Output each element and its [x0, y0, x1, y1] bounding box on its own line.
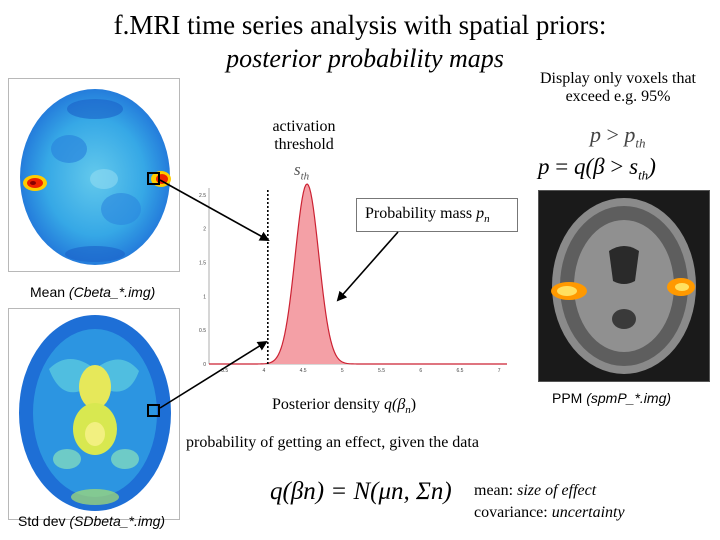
ppm-label-text: PPM: [552, 390, 587, 406]
threshold-line-1: activation: [272, 118, 336, 135]
ppm-ventricles: [609, 246, 639, 284]
mean-def-value: size of effect: [517, 482, 597, 499]
formula-q: q(: [573, 154, 594, 179]
sth-label: sth: [294, 160, 309, 182]
mean-label: Mean (Cbeta_*.img): [30, 284, 155, 300]
formula-th: th: [635, 135, 646, 151]
std-label-file: (SDbeta_*.img): [69, 513, 166, 529]
formula-beta: β: [593, 154, 605, 179]
formula-gt2: >: [604, 154, 630, 179]
x-tick-2: 4.5: [300, 368, 307, 374]
y-tick-2: 1: [203, 294, 206, 300]
title-line-1: f.MRI time series analysis with spatial …: [113, 10, 607, 40]
std-label-text: Std dev: [18, 513, 70, 529]
x-tick-5: 6: [419, 368, 422, 374]
posterior-density-q: q(β: [384, 396, 406, 413]
std-blob-2: [111, 449, 139, 469]
probability-mass-sub: n: [484, 213, 490, 226]
probability-mass-text: Probability mass: [365, 205, 477, 222]
mean-label-text: Mean: [30, 284, 69, 300]
covariance-definition: covariance: uncertainty: [474, 504, 625, 522]
display-note: Display only voxels that exceed e.g. 95%: [518, 70, 718, 106]
posterior-density-curve-fill: [267, 183, 507, 364]
posterior-density-text: Posterior density: [272, 396, 384, 413]
title-line-2: posterior probability maps: [226, 44, 504, 73]
formula-p: p: [590, 122, 601, 147]
mean-brain-svg: [20, 89, 171, 265]
activation-threshold-label: activation threshold: [262, 118, 346, 154]
mean-blob-4: [65, 246, 125, 262]
cov-def-label: covariance:: [474, 504, 548, 521]
y-tick-1: 0.5: [199, 328, 206, 334]
y-tick-4: 2: [203, 227, 206, 233]
ppm-label-file: (spmP_*.img): [586, 390, 672, 406]
std-brain-image: [8, 308, 180, 520]
display-note-line-2: exceed e.g. 95%: [565, 88, 671, 105]
std-blob-3: [71, 489, 119, 505]
std-brain-svg: [19, 315, 171, 511]
display-note-line-1: Display only voxels that: [540, 70, 696, 87]
posterior-density-label: Posterior density q(βn): [272, 396, 416, 416]
y-tick-0: 0: [203, 362, 206, 368]
probability-mass-symbol: p: [476, 205, 485, 222]
formula-p-equals-q: p = q(β > sth): [538, 154, 656, 184]
formula-sub: th: [638, 167, 649, 183]
x-tick-7: 7: [498, 368, 501, 374]
posterior-density-sub: n: [405, 404, 411, 417]
ppm-white-matter: [574, 220, 674, 352]
formula-p2: p: [624, 122, 636, 147]
formula-close: ): [648, 154, 656, 179]
probability-description: probability of getting an effect, given …: [186, 434, 479, 451]
std-label: Std dev (SDbeta_*.img): [18, 513, 165, 529]
ppm-brain-svg: [539, 191, 709, 381]
formula-eq: =: [549, 154, 574, 179]
y-tick-labels: 0 0.5 1 1.5 2 2.5: [199, 193, 206, 368]
posterior-formula: q(βn) = N(μn, Σn): [270, 478, 452, 505]
ppm-activation-left-core: [557, 286, 577, 296]
mean-blob-2: [101, 193, 141, 225]
formula-p-gt-pth: p > pth: [590, 122, 646, 151]
mean-definition: mean: size of effect: [474, 482, 596, 500]
sth-symbol: s: [294, 160, 301, 179]
mean-blob-3: [67, 99, 123, 119]
mean-brain-image: [8, 78, 180, 272]
cov-def-value: uncertainty: [551, 504, 625, 521]
posterior-density-close: ): [410, 396, 417, 413]
std-voxel-marker: [147, 404, 160, 417]
mean-label-file: (Cbeta_*.img): [68, 284, 156, 300]
mean-def-label: mean:: [474, 482, 514, 499]
y-tick-5: 2.5: [199, 193, 206, 199]
ppm-activation-right-core: [675, 283, 689, 291]
x-tick-0: 3.5: [221, 368, 228, 374]
ppm-ventricle-post: [612, 309, 636, 329]
formula-s: s: [629, 154, 639, 179]
ppm-brain-image: [538, 190, 710, 382]
formula-lhs: p: [538, 154, 550, 179]
mean-voxel-marker: [147, 172, 160, 185]
threshold-line-2: threshold: [274, 136, 334, 153]
mean-blob-5: [90, 169, 118, 189]
x-tick-4: 5.5: [378, 368, 385, 374]
mean-activation-left-core: [30, 181, 36, 185]
formula-gt: >: [601, 122, 625, 147]
std-ventricle-top: [79, 365, 111, 409]
x-tick-labels: 3.5 4 4.5 5 5.5 6 6.5 7: [221, 368, 501, 374]
std-ventricle-core: [85, 422, 105, 446]
x-tick-1: 4: [263, 368, 266, 374]
std-blob-1: [53, 449, 81, 469]
x-tick-6: 6.5: [456, 368, 463, 374]
y-tick-3: 1.5: [199, 260, 206, 266]
ppm-label: PPM (spmP_*.img): [552, 390, 671, 406]
x-tick-3: 5: [341, 368, 344, 374]
sth-subscript: th: [300, 170, 310, 183]
probability-mass-box: Probability mass pn: [356, 198, 518, 232]
mean-blob-1: [51, 135, 87, 163]
